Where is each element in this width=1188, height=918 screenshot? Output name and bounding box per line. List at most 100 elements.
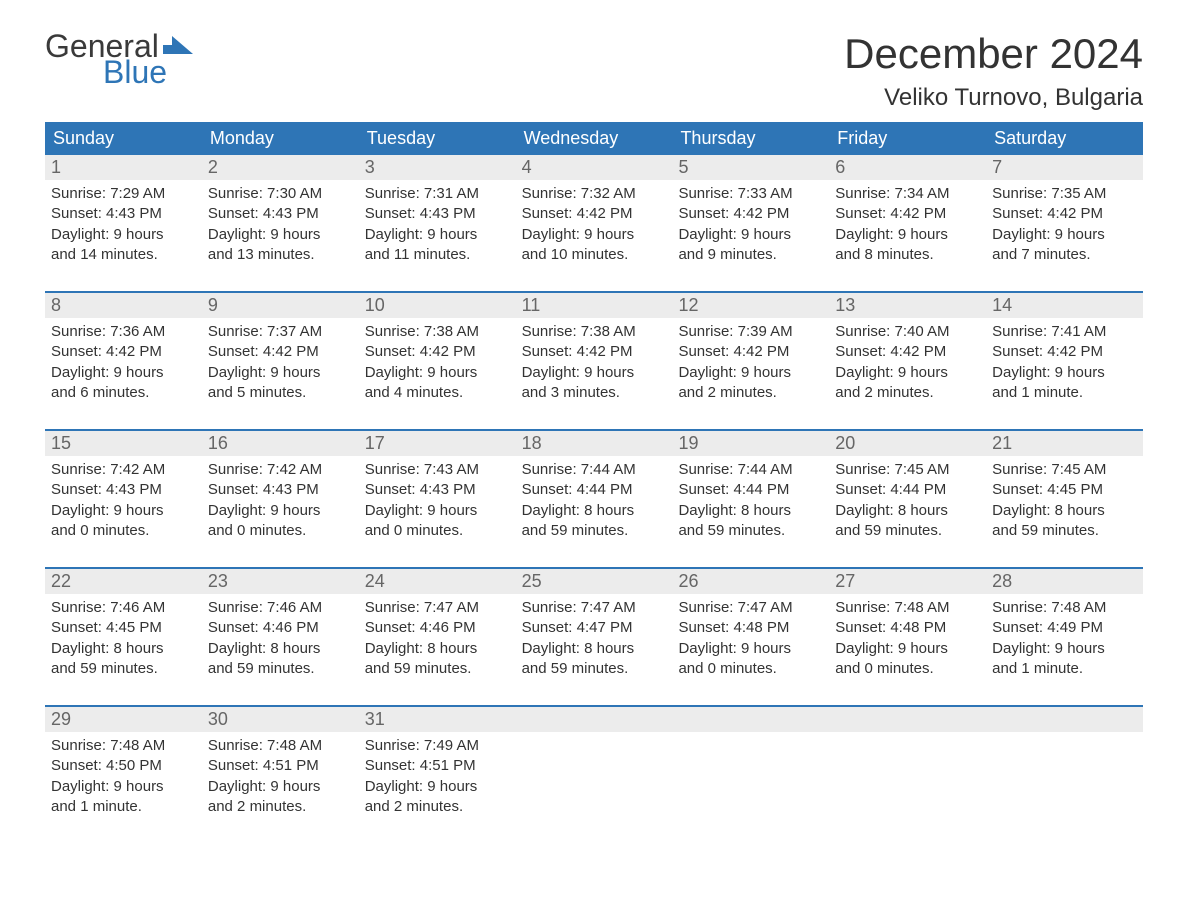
weekday-header: Sunday (45, 122, 202, 155)
calendar-day: 22Sunrise: 7:46 AMSunset: 4:45 PMDayligh… (45, 569, 202, 689)
sunrise-text: Sunrise: 7:48 AM (51, 736, 196, 756)
daylight-line-1: Daylight: 9 hours (522, 363, 667, 383)
sunrise-text: Sunrise: 7:42 AM (208, 460, 353, 480)
calendar-day: 9Sunrise: 7:37 AMSunset: 4:42 PMDaylight… (202, 293, 359, 413)
daylight-line-1: Daylight: 9 hours (208, 363, 353, 383)
day-number: 10 (359, 293, 516, 318)
daylight-line-2: and 2 minutes. (365, 797, 510, 817)
day-details: Sunrise: 7:45 AMSunset: 4:45 PMDaylight:… (986, 456, 1143, 549)
daylight-line-2: and 2 minutes. (678, 383, 823, 403)
calendar-week: 1 Sunrise: 7:29 AMSunset: 4:43 PM Daylight… (45, 155, 1143, 275)
day-number: 11 (516, 293, 673, 318)
day-number: 27 (829, 569, 986, 594)
sunset-text: Sunset: 4:48 PM (678, 618, 823, 638)
day-number: 28 (986, 569, 1143, 594)
day-details: Sunrise: 7:44 AMSunset: 4:44 PMDaylight:… (672, 456, 829, 549)
day-number: 16 (202, 431, 359, 456)
daylight-line-2: and 6 minutes. (51, 383, 196, 403)
day-number: 1 (45, 155, 202, 180)
calendar-day (516, 707, 673, 827)
day-details: Sunrise: 7:41 AMSunset: 4:42 PMDaylight:… (986, 318, 1143, 411)
day-details: Sunrise: 7:42 AMSunset: 4:43 PMDaylight:… (202, 456, 359, 549)
calendar-day: 10Sunrise: 7:38 AMSunset: 4:42 PMDayligh… (359, 293, 516, 413)
daylight-line-1: Daylight: 8 hours (522, 501, 667, 521)
calendar-day: 28Sunrise: 7:48 AMSunset: 4:49 PMDayligh… (986, 569, 1143, 689)
sunset-text: Sunset: 4:44 PM (835, 480, 980, 500)
daylight-line-2: and 59 minutes. (678, 521, 823, 541)
daylight-line-2: and 2 minutes. (208, 797, 353, 817)
calendar-day: 4Sunrise: 7:32 AMSunset: 4:42 PMDaylight… (516, 155, 673, 275)
sunrise-text: Sunrise: 7:29 AM (51, 184, 196, 204)
sunset-text: Sunset: 4:43 PM (51, 480, 196, 500)
sunset-text: Sunset: 4:42 PM (51, 342, 196, 362)
weekday-header: Friday (829, 122, 986, 155)
daylight-line-1: Daylight: 8 hours (678, 501, 823, 521)
sunrise-text: Sunrise: 7:35 AM (992, 184, 1137, 204)
day-details: Sunrise: 7:36 AMSunset: 4:42 PMDaylight:… (45, 318, 202, 411)
calendar-day: 17Sunrise: 7:43 AMSunset: 4:43 PMDayligh… (359, 431, 516, 551)
sunset-text: Sunset: 4:42 PM (835, 204, 980, 224)
calendar-day: 5Sunrise: 7:33 AMSunset: 4:42 PMDaylight… (672, 155, 829, 275)
daylight-line-2: and 0 minutes. (365, 521, 510, 541)
sunrise-text: Sunrise: 7:47 AM (522, 598, 667, 618)
sunrise-text: Sunrise: 7:47 AM (678, 598, 823, 618)
day-number: 13 (829, 293, 986, 318)
sunrise-text: Sunrise: 7:47 AM (365, 598, 510, 618)
daylight-line-2: and 59 minutes. (992, 521, 1137, 541)
day-details: Sunrise: 7:35 AMSunset: 4:42 PMDaylight:… (986, 180, 1143, 273)
daylight-line-1: Daylight: 9 hours (51, 501, 196, 521)
brand-word-2: Blue (103, 56, 193, 88)
calendar-week: 22Sunrise: 7:46 AMSunset: 4:45 PMDayligh… (45, 567, 1143, 689)
day-details: Sunrise: 7:30 AMSunset: 4:43 PMDaylight:… (202, 180, 359, 273)
daylight-line-1: Daylight: 8 hours (835, 501, 980, 521)
flag-icon (163, 36, 193, 58)
calendar: Sunday Monday Tuesday Wednesday Thursday… (45, 122, 1143, 827)
daylight-line-1: Daylight: 8 hours (522, 639, 667, 659)
daylight-line-2: and 0 minutes. (678, 659, 823, 679)
daylight-line-2: and 0 minutes. (51, 521, 196, 541)
daylight-line-1: Daylight: 9 hours (992, 639, 1137, 659)
sunset-text: Sunset: 4:48 PM (835, 618, 980, 638)
day-number: 24 (359, 569, 516, 594)
sunrise-text: Sunrise: 7:36 AM (51, 322, 196, 342)
daylight-line-1: Daylight: 9 hours (208, 225, 353, 245)
sunrise-text: Sunrise: 7:46 AM (208, 598, 353, 618)
sunrise-text: Sunrise: 7:46 AM (51, 598, 196, 618)
title-block: December 2024 Veliko Turnovo, Bulgaria (844, 30, 1143, 112)
sunrise-text: Sunrise: 7:38 AM (522, 322, 667, 342)
day-details: Sunrise: 7:37 AMSunset: 4:42 PMDaylight:… (202, 318, 359, 411)
calendar-day: 27Sunrise: 7:48 AMSunset: 4:48 PMDayligh… (829, 569, 986, 689)
day-number (516, 707, 673, 732)
sunrise-text: Sunrise: 7:40 AM (835, 322, 980, 342)
daylight-line-2: and 0 minutes. (208, 521, 353, 541)
daylight-line-1: Daylight: 9 hours (835, 639, 980, 659)
daylight-line-1: Daylight: 9 hours (992, 363, 1137, 383)
day-details: Sunrise: 7:33 AMSunset: 4:42 PMDaylight:… (672, 180, 829, 273)
day-number: 8 (45, 293, 202, 318)
daylight-line-1: Daylight: 9 hours (51, 363, 196, 383)
sunrise-text: Sunrise: 7:41 AM (992, 322, 1137, 342)
daylight-line-2: and 0 minutes. (835, 659, 980, 679)
sunrise-text: Sunrise: 7:45 AM (835, 460, 980, 480)
daylight-line-2: and 1 minute. (992, 383, 1137, 403)
day-number (986, 707, 1143, 732)
sunset-text: Sunset: 4:43 PM (208, 480, 353, 500)
day-number: 3 (359, 155, 516, 180)
calendar-day (672, 707, 829, 827)
daylight-line-1: Daylight: 9 hours (678, 225, 823, 245)
day-details: Sunrise: 7:48 AMSunset: 4:49 PMDaylight:… (986, 594, 1143, 687)
sunset-text: Sunset: 4:47 PM (522, 618, 667, 638)
day-number: 19 (672, 431, 829, 456)
daylight-line-1: Daylight: 9 hours (365, 225, 510, 245)
brand-logo: General Blue (45, 30, 193, 88)
calendar-week: 8Sunrise: 7:36 AMSunset: 4:42 PMDaylight… (45, 291, 1143, 413)
daylight-line-1: Daylight: 8 hours (992, 501, 1137, 521)
sunset-text: Sunset: 4:43 PM (51, 204, 196, 224)
calendar-day: 6Sunrise: 7:34 AMSunset: 4:42 PMDaylight… (829, 155, 986, 275)
daylight-line-1: Daylight: 9 hours (365, 363, 510, 383)
daylight-line-1: Daylight: 9 hours (208, 777, 353, 797)
day-number: 14 (986, 293, 1143, 318)
day-number: 18 (516, 431, 673, 456)
calendar-day: 18Sunrise: 7:44 AMSunset: 4:44 PMDayligh… (516, 431, 673, 551)
calendar-week: 29Sunrise: 7:48 AMSunset: 4:50 PMDayligh… (45, 705, 1143, 827)
